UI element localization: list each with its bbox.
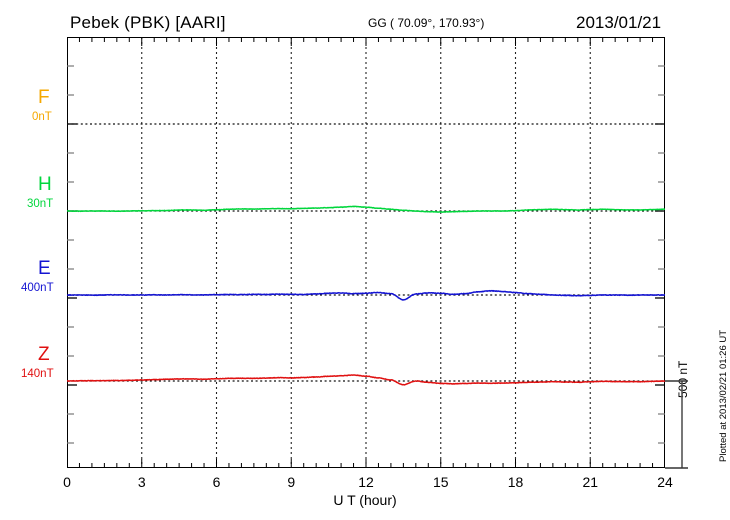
x-tick-label: 18 [507, 474, 524, 490]
magnetogram-svg [67, 37, 665, 468]
component-baseline-value-z: 140nT [21, 368, 54, 380]
plotted-timestamp: Plotted at 2013/02/21 01:26 UT [718, 329, 729, 462]
plot-area [67, 37, 665, 468]
x-tick-label: 15 [432, 474, 449, 490]
x-tick-label: 9 [287, 474, 296, 490]
x-axis-title: U T (hour) [333, 492, 397, 508]
scale-bar-bracket [665, 380, 688, 469]
geographic-coordinates: GG ( 70.09°, 170.93°) [368, 16, 485, 30]
x-tick-label: 21 [582, 474, 599, 490]
component-baseline-value-e: 400nT [21, 282, 54, 294]
x-tick-label: 6 [212, 474, 221, 490]
page-title: Pebek (PBK) [AARI] [70, 13, 226, 32]
component-letter-e: E [38, 258, 51, 279]
component-letter-f: F [38, 87, 50, 108]
x-tick-label: 24 [657, 474, 673, 490]
component-baseline-value-f: 0nT [32, 111, 52, 123]
x-tick-label: 12 [358, 474, 374, 490]
x-tick-label: 3 [137, 474, 146, 490]
component-letter-z: Z [38, 344, 50, 365]
x-tick-label: 0 [63, 474, 71, 490]
component-letter-h: H [38, 174, 52, 195]
component-baseline-value-h: 30nT [27, 198, 54, 210]
observation-date: 2013/01/21 [576, 13, 662, 32]
